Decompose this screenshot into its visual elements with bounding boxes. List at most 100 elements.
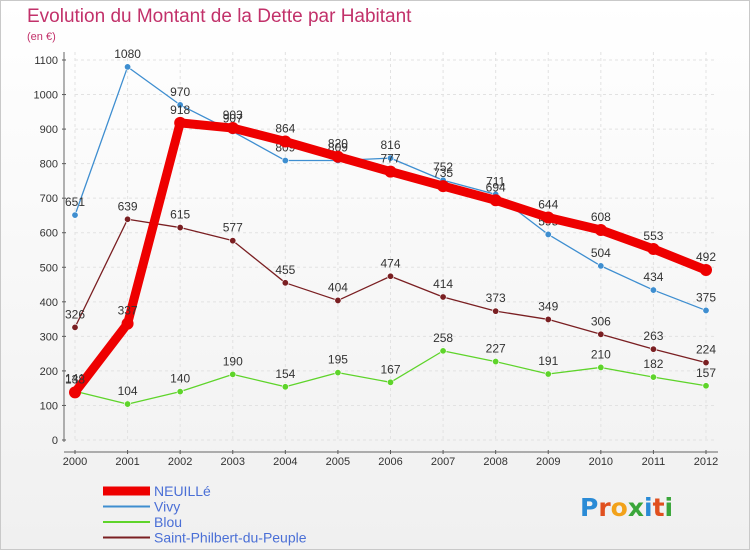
- data-label: 306: [591, 314, 611, 328]
- data-point: [647, 242, 660, 255]
- data-point: [71, 211, 79, 219]
- data-label: 970: [170, 85, 190, 99]
- x-tick-label: 2006: [378, 456, 402, 468]
- y-tick-label: 0: [52, 435, 58, 447]
- x-tick-label: 2001: [115, 456, 139, 468]
- data-point: [121, 317, 134, 330]
- y-tick-label: 600: [40, 228, 58, 240]
- data-point: [439, 347, 447, 355]
- data-point: [649, 373, 657, 381]
- data-point: [439, 293, 447, 301]
- data-label: 492: [696, 250, 716, 264]
- legend-label: Vivy: [154, 499, 180, 515]
- x-tick-label: 2008: [483, 456, 507, 468]
- data-label: 258: [433, 331, 453, 345]
- data-label: 711: [486, 174, 505, 188]
- data-label: 651: [65, 195, 85, 209]
- x-tick-label: 2002: [168, 456, 192, 468]
- data-label: 140: [170, 372, 190, 386]
- data-label: 752: [433, 160, 453, 174]
- data-point: [69, 386, 81, 399]
- x-tick-label: 2004: [273, 456, 297, 468]
- data-label: 577: [223, 221, 243, 235]
- data-point: [597, 330, 605, 338]
- data-point: [281, 279, 289, 287]
- data-point: [71, 323, 79, 331]
- data-label: 615: [170, 208, 190, 222]
- grid: [74, 52, 716, 441]
- data-label: 455: [275, 263, 295, 277]
- data-label: 907: [223, 112, 243, 126]
- data-label: 816: [380, 138, 400, 152]
- data-point: [334, 296, 342, 304]
- data-point: [594, 223, 607, 236]
- data-point: [281, 157, 289, 165]
- y-tick-label: 800: [40, 159, 58, 171]
- chart-subtitle: (en €): [27, 31, 56, 43]
- data-label: 210: [591, 347, 611, 361]
- data-label: 434: [643, 270, 663, 284]
- data-label: 777: [380, 152, 400, 166]
- data-point: [386, 378, 394, 386]
- data-point: [174, 116, 187, 129]
- data-label: 644: [538, 198, 558, 212]
- y-tick-label: 100: [40, 400, 58, 412]
- data-label: 154: [275, 367, 295, 381]
- data-point: [492, 307, 500, 315]
- data-point: [281, 383, 289, 391]
- data-label: 337: [118, 304, 138, 318]
- data-label: 1080: [114, 47, 141, 61]
- data-point: [702, 306, 710, 314]
- data-point: [542, 211, 555, 224]
- data-label: 474: [380, 256, 400, 270]
- x-tick-label: 2005: [326, 456, 350, 468]
- data-label: 191: [538, 354, 558, 368]
- proxiti-logo: Proxiti: [580, 493, 673, 522]
- x-tick-label: 2012: [694, 456, 718, 468]
- data-point: [176, 388, 184, 396]
- data-point: [544, 315, 552, 323]
- y-tick-label: 500: [40, 262, 58, 274]
- data-label: 373: [486, 291, 506, 305]
- data-point: [229, 370, 237, 378]
- data-point: [492, 358, 500, 366]
- series-group: 6511080970907809809816752711595504434375…: [65, 47, 716, 408]
- data-label: 167: [380, 362, 400, 376]
- data-label: 190: [223, 354, 243, 368]
- data-label: 157: [696, 366, 716, 380]
- data-label: 504: [591, 246, 611, 260]
- x-tick-label: 2003: [221, 456, 245, 468]
- data-label: 326: [65, 307, 85, 321]
- data-point: [124, 215, 132, 223]
- data-point: [334, 369, 342, 377]
- legend-label: NEUILLé: [154, 483, 211, 499]
- legend-label: Blou: [154, 514, 182, 530]
- data-label: 404: [328, 280, 348, 294]
- y-tick-label: 1000: [34, 90, 58, 102]
- data-label: 414: [433, 277, 453, 291]
- data-label: 263: [643, 329, 663, 343]
- data-label: 820: [328, 137, 348, 151]
- data-label: 104: [118, 384, 138, 398]
- data-label: 227: [486, 342, 506, 356]
- y-tick-label: 700: [40, 193, 58, 205]
- data-point: [649, 345, 657, 353]
- data-point: [176, 224, 184, 232]
- data-label: 553: [643, 229, 663, 243]
- data-point: [702, 382, 710, 390]
- data-label: 349: [538, 299, 558, 313]
- data-label: 903: [223, 108, 243, 122]
- data-label: 182: [643, 357, 663, 371]
- x-tick-label: 2010: [589, 456, 613, 468]
- data-point: [597, 363, 605, 371]
- data-label: 195: [328, 353, 348, 367]
- data-point: [437, 180, 450, 193]
- data-point: [544, 370, 552, 378]
- data-point: [386, 272, 394, 280]
- y-tick-label: 1100: [34, 55, 58, 67]
- data-point: [544, 230, 552, 238]
- data-label: 864: [275, 122, 295, 136]
